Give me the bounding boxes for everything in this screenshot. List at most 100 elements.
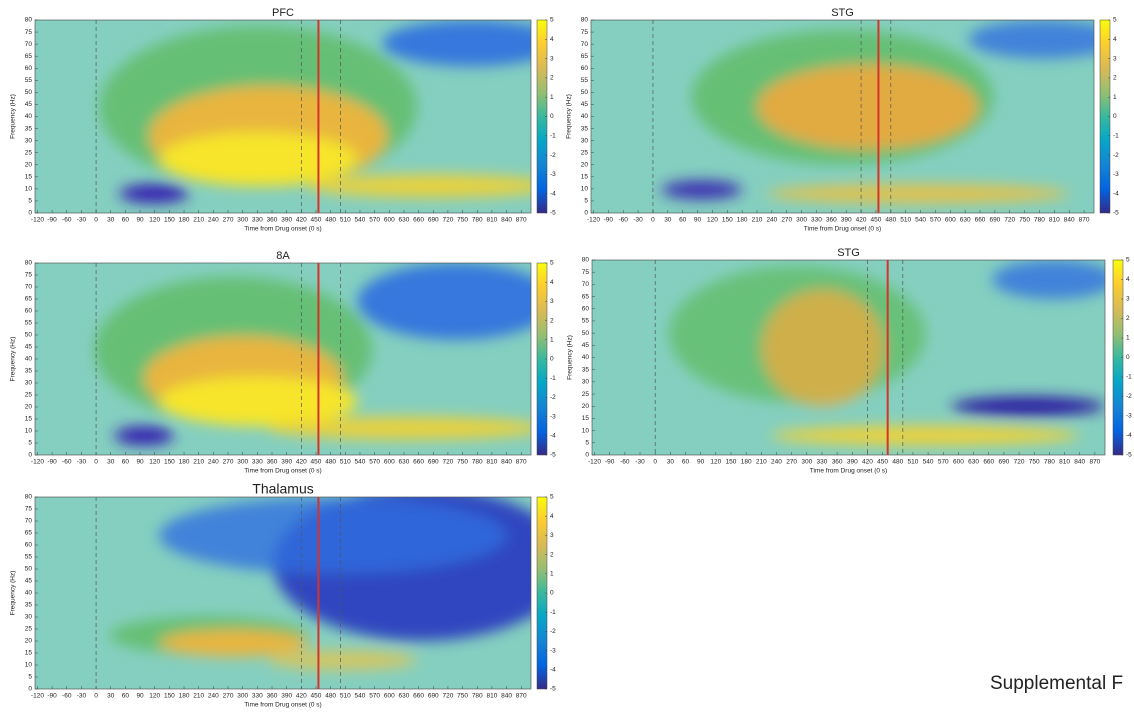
x-tick-label: 150 — [722, 217, 733, 224]
colorbar-tick-label: 2 — [550, 75, 554, 82]
colorbar-tick-label: 0 — [1126, 354, 1130, 361]
heatmap — [35, 263, 531, 455]
colorbar-tick-label: -1 — [550, 609, 556, 616]
x-tick-label: 30 — [107, 459, 115, 466]
colorbar-tick-label: -4 — [550, 667, 556, 674]
x-tick-label: 390 — [281, 217, 292, 224]
y-tick-label: 0 — [28, 452, 32, 459]
y-tick-label: 0 — [584, 210, 588, 217]
y-axis-label: Frequency (Hz) — [567, 335, 574, 380]
colorbar-tick-label: -3 — [1113, 171, 1119, 178]
x-tick-label: 630 — [399, 217, 410, 224]
y-tick-label: 50 — [25, 89, 33, 96]
x-tick-label: 570 — [938, 459, 949, 466]
x-tick-label: 480 — [325, 217, 336, 224]
y-tick-label: 0 — [28, 210, 32, 217]
colorbar-tick-label: 1 — [550, 571, 554, 578]
x-tick-label: 600 — [953, 459, 964, 466]
y-tick-label: 30 — [582, 379, 590, 386]
y-tick-label: 70 — [25, 518, 33, 525]
colorbar-tick-label: 2 — [550, 551, 554, 558]
x-tick-label: 180 — [179, 217, 190, 224]
x-tick-label: 870 — [516, 693, 527, 700]
x-tick-label: 480 — [885, 217, 896, 224]
x-tick-label: 120 — [149, 217, 160, 224]
x-tick-label: 600 — [945, 217, 956, 224]
y-tick-label: 80 — [25, 17, 33, 24]
x-tick-label: 750 — [1029, 459, 1040, 466]
x-tick-label: 810 — [486, 459, 497, 466]
panel-title: Thalamus — [252, 481, 313, 497]
y-tick-label: 30 — [25, 380, 33, 387]
x-tick-label: 720 — [1014, 459, 1025, 466]
panel: -120 -90 -60 -30 0 30 60 90 120 150 180 210 240 270 30… — [10, 250, 556, 475]
y-tick-label: 35 — [581, 125, 589, 132]
heatmap — [35, 497, 531, 689]
x-tick-label: 390 — [281, 693, 292, 700]
x-tick-label: 330 — [252, 459, 263, 466]
x-tick-label: -120 — [31, 459, 44, 466]
colorbar-tick-label: -2 — [550, 628, 556, 635]
x-tick-label: -30 — [635, 459, 645, 466]
y-tick-label: 40 — [25, 113, 33, 120]
heatmap-blob — [756, 64, 979, 150]
colorbar-tick-label: 5 — [550, 494, 554, 501]
y-tick-label: 15 — [25, 650, 33, 657]
y-tick-label: 25 — [582, 391, 590, 398]
y-tick-label: 70 — [25, 41, 33, 48]
x-tick-label: 660 — [983, 459, 994, 466]
colorbar-tick-label: 1 — [550, 337, 554, 344]
x-tick-label: 300 — [801, 459, 812, 466]
x-tick-label: -60 — [620, 459, 630, 466]
x-tick-label: 630 — [968, 459, 979, 466]
x-axis-label: Time from Drug onset (0 s) — [810, 468, 887, 475]
x-tick-label: 300 — [237, 459, 248, 466]
x-tick-label: 330 — [811, 217, 822, 224]
x-tick-label: -30 — [77, 459, 87, 466]
heatmap-blob — [307, 174, 531, 198]
x-tick-label: -60 — [62, 459, 72, 466]
x-tick-label: 780 — [1034, 217, 1045, 224]
colorbar-tick-label: -5 — [550, 686, 556, 693]
x-tick-label: 180 — [741, 459, 752, 466]
panel-title: STG — [837, 247, 860, 259]
x-tick-label: 690 — [428, 217, 439, 224]
colorbar-tick-label: 4 — [1113, 36, 1117, 43]
y-tick-label: 45 — [581, 101, 589, 108]
y-tick-label: 20 — [25, 404, 33, 411]
x-axis-label: Time from Drug onset (0 s) — [244, 226, 321, 233]
x-tick-label: 60 — [122, 693, 130, 700]
x-tick-label: 120 — [149, 693, 160, 700]
x-tick-label: 300 — [237, 217, 248, 224]
x-tick-label: -120 — [587, 217, 600, 224]
colorbar-tick-label: 4 — [1126, 276, 1130, 283]
x-tick-label: 360 — [826, 217, 837, 224]
heatmap — [35, 20, 531, 213]
x-tick-label: 660 — [413, 459, 424, 466]
y-tick-label: 5 — [28, 198, 32, 205]
y-tick-label: 10 — [25, 662, 33, 669]
x-tick-label: 840 — [1064, 217, 1075, 224]
x-tick-label: 720 — [442, 459, 453, 466]
x-tick-label: 0 — [653, 459, 657, 466]
x-tick-label: 30 — [664, 217, 672, 224]
x-tick-label: 570 — [369, 693, 380, 700]
y-tick-label: 25 — [581, 149, 589, 156]
colorbar-tick-label: 4 — [550, 279, 554, 286]
heatmap-blob — [159, 131, 358, 186]
y-tick-label: 80 — [25, 494, 33, 501]
x-tick-label: 450 — [877, 459, 888, 466]
x-tick-label: 780 — [1044, 459, 1055, 466]
x-tick-label: 870 — [516, 459, 527, 466]
x-tick-label: 630 — [399, 693, 410, 700]
x-tick-label: 570 — [930, 217, 941, 224]
y-tick-label: 55 — [25, 77, 33, 84]
heatmap-blob — [951, 396, 1105, 416]
y-tick-label: 75 — [25, 272, 33, 279]
heatmap-blob — [661, 180, 742, 200]
heatmap-blob — [159, 376, 358, 427]
heatmap-blob — [968, 20, 1094, 59]
colorbar-tick-label: 5 — [550, 260, 554, 267]
colorbar-tick-label: -4 — [1113, 190, 1119, 197]
